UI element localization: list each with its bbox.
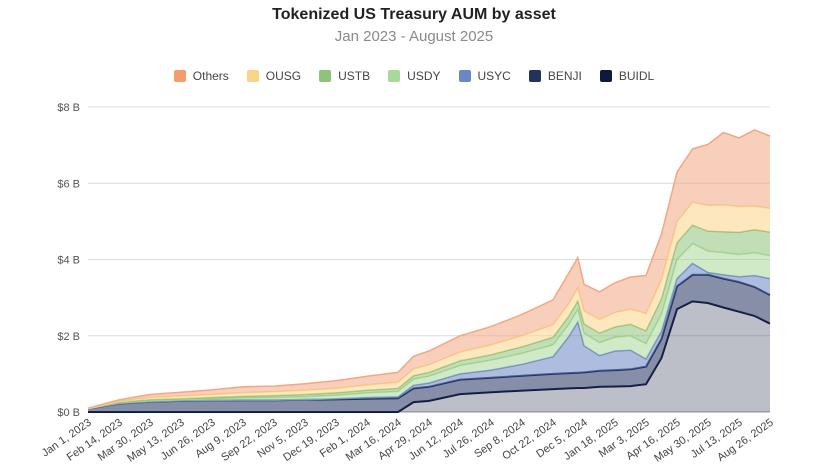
legend-swatch bbox=[246, 70, 259, 82]
legend-item-buidl[interactable]: BUIDL bbox=[599, 69, 655, 83]
area-buidl bbox=[88, 301, 770, 412]
legend-item-ustb[interactable]: USTB bbox=[319, 69, 370, 83]
legend-label: BUIDL bbox=[618, 69, 655, 83]
y-tick-label: $6 B bbox=[57, 178, 80, 190]
area-others bbox=[88, 129, 770, 409]
legend-label: USDY bbox=[407, 69, 441, 83]
line-usdy bbox=[87, 242, 771, 410]
y-tick-label: $8 B bbox=[57, 102, 80, 114]
legend-swatch bbox=[388, 70, 401, 82]
y-tick-label: $2 B bbox=[57, 331, 80, 343]
legend-item-ousg[interactable]: OUSG bbox=[246, 69, 302, 83]
legend-item-benji[interactable]: BENJI bbox=[528, 69, 582, 83]
stacked-areas bbox=[87, 129, 771, 413]
line-others bbox=[87, 129, 771, 409]
area-benji bbox=[88, 274, 770, 412]
chart-subtitle: Jan 2023 - August 2025 bbox=[334, 28, 494, 45]
legend-label: OUSG bbox=[265, 69, 302, 83]
area-usdy bbox=[88, 243, 770, 409]
legend-label: USTB bbox=[338, 69, 371, 83]
y-tick-label: $4 B bbox=[57, 255, 80, 267]
legend-item-others[interactable]: Others bbox=[173, 69, 229, 83]
legend: Others OUSG USTB USDY USYC BENJI BUIDL bbox=[0, 69, 828, 83]
legend-swatch bbox=[458, 70, 471, 82]
legend-label: Others bbox=[192, 69, 229, 83]
legend-swatch bbox=[599, 70, 612, 82]
legend-label: USYC bbox=[477, 69, 511, 83]
y-tick-label: $0 B bbox=[57, 407, 80, 419]
legend-swatch bbox=[173, 70, 186, 82]
legend-item-usdy[interactable]: USDY bbox=[388, 69, 441, 83]
area-ousg bbox=[88, 202, 770, 409]
chart-title: Tokenized US Treasury AUM by asset bbox=[272, 6, 556, 23]
area-ustb bbox=[88, 225, 770, 409]
legend-label: BENJI bbox=[547, 69, 582, 83]
legend-item-usyc[interactable]: USYC bbox=[458, 69, 511, 83]
legend-swatch bbox=[528, 70, 541, 82]
legend-swatch bbox=[319, 70, 332, 82]
y-axis-labels: $0 B $2 B $4 B $6 B $8 B bbox=[57, 102, 80, 419]
